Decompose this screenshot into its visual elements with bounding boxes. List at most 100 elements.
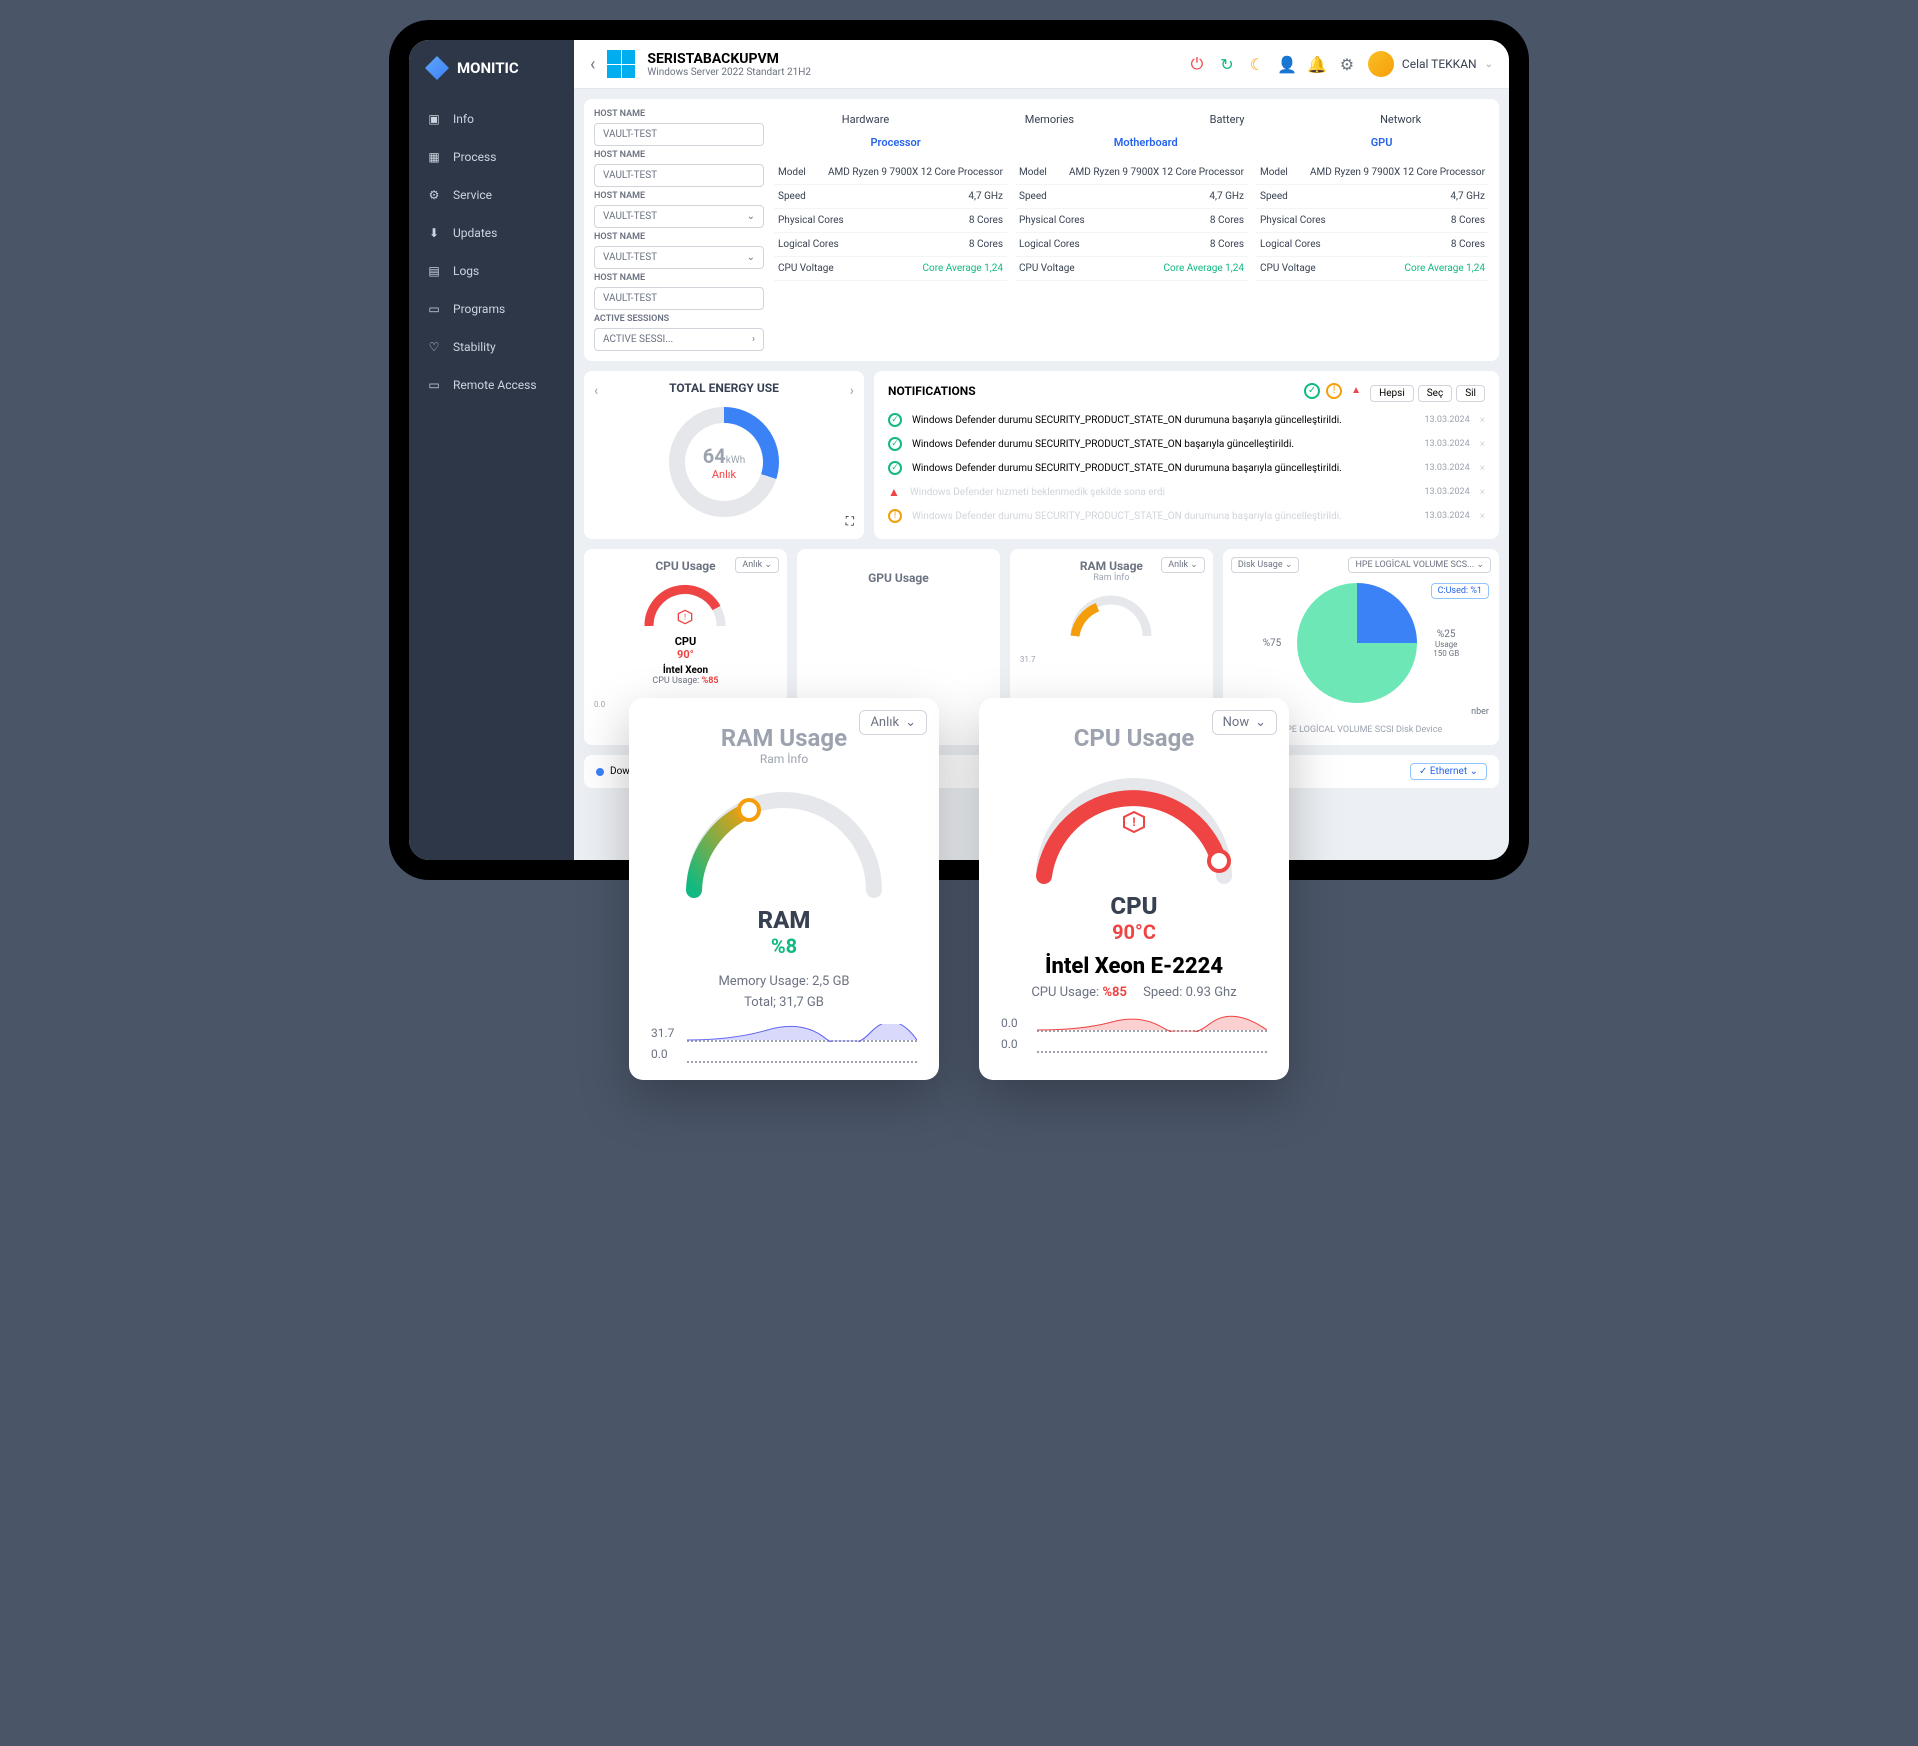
nav-icon: ▭ — [427, 302, 441, 316]
download-dot-icon — [596, 768, 604, 776]
ram-float-dropdown[interactable]: Anlık ⌄ — [859, 710, 927, 735]
hw-spec-row: ModelAMD Ryzen 9 7900X 12 Core Processor — [1015, 161, 1248, 185]
energy-title: TOTAL ENERGY USE — [594, 381, 854, 395]
notif-action-seç[interactable]: Seç — [1418, 385, 1452, 402]
hw-spec-grid: ModelAMD Ryzen 9 7900X 12 Core Processor… — [774, 161, 1489, 281]
moon-icon[interactable]: ☾ — [1248, 55, 1266, 73]
bell-icon[interactable]: 🔔 — [1308, 55, 1326, 73]
logo-icon — [425, 56, 449, 80]
sidebar-item-process[interactable]: ▦Process — [409, 138, 574, 176]
nav-icon: ⚙ — [427, 188, 441, 202]
chevron-down-icon: ⌄ — [1485, 59, 1493, 70]
disk-select-dropdown[interactable]: HPE LOGİCAL VOLUME SCS... ⌄ — [1348, 557, 1491, 573]
hw-tab[interactable]: Hardware — [842, 113, 889, 126]
os-name: Windows Server 2022 Standart 21H2 — [647, 67, 811, 78]
status-icon: ✓ — [888, 413, 902, 427]
notif-action-sil[interactable]: Sil — [1456, 385, 1485, 402]
sidebar-item-logs[interactable]: ▤Logs — [409, 252, 574, 290]
hw-spec-row: Speed4,7 GHz — [774, 185, 1007, 209]
hw-spec-row: Physical Cores8 Cores — [774, 209, 1007, 233]
notification-row[interactable]: !Windows Defender durumu SECURITY_PRODUC… — [888, 504, 1485, 528]
ok-filter-icon[interactable]: ✓ — [1304, 383, 1320, 399]
notifications-card: NOTIFICATIONS ✓ ! ▲ Hepsi Seç Sil ✓Windo… — [874, 371, 1499, 539]
sidebar-item-service[interactable]: ⚙Service — [409, 176, 574, 214]
nav-icon: ♡ — [427, 340, 441, 354]
energy-value: 64 — [703, 444, 726, 468]
filter-label: HOST NAME — [594, 150, 764, 160]
cpu-period-dropdown[interactable]: Anlık ⌄ — [735, 557, 779, 573]
hw-spec-row: CPU VoltageCore Average 1,24 — [1256, 257, 1489, 281]
notification-row[interactable]: ✓Windows Defender durumu SECURITY_PRODUC… — [888, 432, 1485, 456]
host-info: SERISTABACKUPVM Windows Server 2022 Stan… — [647, 51, 811, 78]
energy-card: ‹ › TOTAL ENERGY USE 64kWh Anlık ⛶ — [584, 371, 864, 539]
filter-column: HOST NAMEVAULT-TESTHOST NAMEVAULT-TESTHO… — [594, 109, 764, 351]
ethernet-dropdown[interactable]: ✓ Ethernet ⌄ — [1410, 763, 1487, 780]
hw-spec-row: CPU VoltageCore Average 1,24 — [1015, 257, 1248, 281]
host-name: SERISTABACKUPVM — [647, 51, 811, 67]
expand-icon[interactable]: ⛶ — [846, 514, 854, 529]
hw-category-tabs: Hardware Memories Battery Network — [774, 109, 1489, 136]
filter-input[interactable]: VAULT-TEST — [594, 164, 764, 187]
nav-icon: ▣ — [427, 112, 441, 126]
gpu-gauge-title: GPU Usage — [807, 571, 990, 585]
notif-action-hepsi[interactable]: Hepsi — [1370, 385, 1414, 402]
sidebar-item-stability[interactable]: ♡Stability — [409, 328, 574, 366]
sidebar-item-info[interactable]: ▣Info — [409, 100, 574, 138]
power-icon[interactable]: ⏻ — [1188, 55, 1206, 73]
svg-text:!: ! — [1132, 815, 1135, 829]
brand-name: MONITIC — [457, 59, 519, 77]
user-icon[interactable]: 👤 — [1278, 55, 1296, 73]
dismiss-icon[interactable]: × — [1480, 487, 1485, 498]
filter-input[interactable]: VAULT-TEST⌄ — [594, 205, 764, 228]
hw-subtab[interactable]: Motherboard — [1114, 136, 1178, 149]
cpu-float-dropdown[interactable]: Now ⌄ — [1212, 710, 1277, 735]
hw-spec-row: Speed4,7 GHz — [1256, 185, 1489, 209]
header: ‹ SERISTABACKUPVM Windows Server 2022 St… — [574, 40, 1509, 89]
err-filter-icon[interactable]: ▲ — [1348, 383, 1364, 399]
refresh-icon[interactable]: ↻ — [1218, 55, 1236, 73]
sidebar-item-programs[interactable]: ▭Programs — [409, 290, 574, 328]
dismiss-icon[interactable]: × — [1480, 415, 1485, 426]
hw-tab[interactable]: Network — [1380, 113, 1421, 126]
filter-input[interactable]: ACTIVE SESSI...› — [594, 328, 764, 351]
disk-usage-dropdown[interactable]: Disk Usage ⌄ — [1231, 557, 1300, 573]
sidebar-item-updates[interactable]: ⬇Updates — [409, 214, 574, 252]
dismiss-icon[interactable]: × — [1480, 511, 1485, 522]
warn-filter-icon[interactable]: ! — [1326, 383, 1342, 399]
hw-spec-row: Physical Cores8 Cores — [1256, 209, 1489, 233]
brand-logo: MONITIC — [409, 56, 574, 100]
filter-input[interactable]: VAULT-TEST — [594, 287, 764, 310]
user-name: Celal TEKKAN — [1402, 57, 1477, 71]
dismiss-icon[interactable]: × — [1480, 463, 1485, 474]
status-icon: ! — [888, 509, 902, 523]
notification-row[interactable]: ▲Windows Defender hizmeti beklenmedik şe… — [888, 480, 1485, 504]
filter-input[interactable]: VAULT-TEST — [594, 123, 764, 146]
gear-icon[interactable]: ⚙ — [1338, 55, 1356, 73]
sidebar: MONITIC ▣Info▦Process⚙Service⬇Updates▤Lo… — [409, 40, 574, 860]
hw-spec-row: Physical Cores8 Cores — [1015, 209, 1248, 233]
nav-icon: ▭ — [427, 378, 441, 392]
ram-float-card: Anlık ⌄ RAM Usage Ram İnfo RAM %8 Memory… — [629, 698, 939, 1080]
filter-input[interactable]: VAULT-TEST⌄ — [594, 246, 764, 269]
nav-icon: ▦ — [427, 150, 441, 164]
nav-icon: ⬇ — [427, 226, 441, 240]
hw-spec-row: ModelAMD Ryzen 9 7900X 12 Core Processor — [774, 161, 1007, 185]
hardware-panel: HOST NAMEVAULT-TESTHOST NAMEVAULT-TESTHO… — [584, 99, 1499, 361]
user-menu[interactable]: Celal TEKKAN ⌄ — [1368, 51, 1493, 77]
filter-label: HOST NAME — [594, 191, 764, 201]
sidebar-item-remote-access[interactable]: ▭Remote Access — [409, 366, 574, 404]
disk-used-chip: C:Used: %1 — [1431, 583, 1489, 599]
nav-icon: ▤ — [427, 264, 441, 278]
hw-tab[interactable]: Battery — [1210, 113, 1245, 126]
svg-text:!: ! — [684, 613, 686, 622]
cpu-float-card: Now ⌄ CPU Usage ! CPU 90°C İntel Xeon E-… — [979, 698, 1289, 1080]
hw-subtab[interactable]: GPU — [1371, 136, 1393, 149]
hw-spec-row: Logical Cores8 Cores — [1256, 233, 1489, 257]
dismiss-icon[interactable]: × — [1480, 439, 1485, 450]
notification-row[interactable]: ✓Windows Defender durumu SECURITY_PRODUC… — [888, 408, 1485, 432]
notification-row[interactable]: ✓Windows Defender durumu SECURITY_PRODUC… — [888, 456, 1485, 480]
ram-period-dropdown[interactable]: Anlık ⌄ — [1161, 557, 1205, 573]
hw-tab[interactable]: Memories — [1025, 113, 1074, 126]
back-button[interactable]: ‹ — [590, 54, 595, 75]
hw-subtab[interactable]: Processor — [871, 136, 921, 149]
